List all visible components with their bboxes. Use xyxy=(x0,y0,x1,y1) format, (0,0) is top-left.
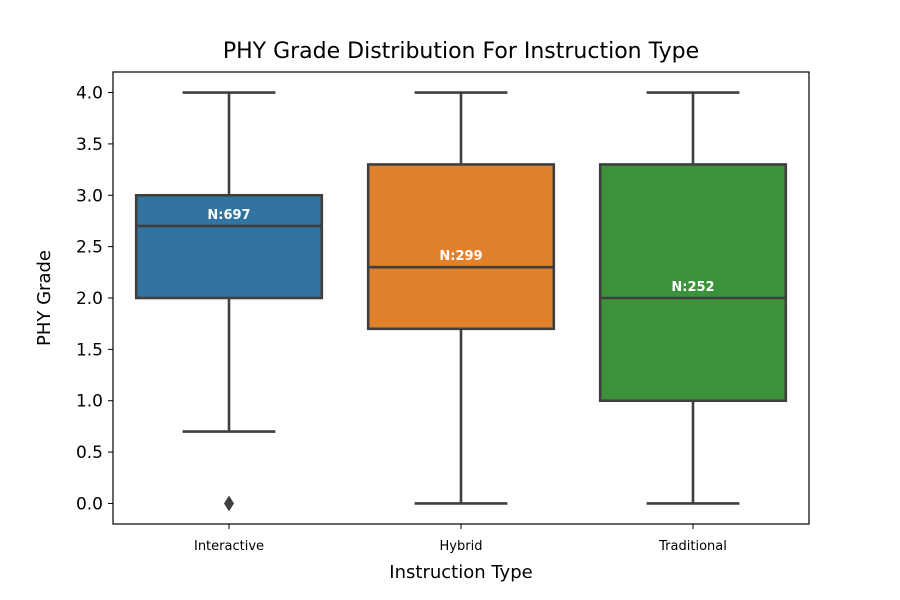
sample-size-label: N:252 xyxy=(671,280,714,295)
box-group-interactive: N:697 xyxy=(134,91,324,512)
x-tick-label: Interactive xyxy=(194,539,264,554)
iqr-box xyxy=(134,193,324,300)
x-tick-label: Traditional xyxy=(658,539,727,554)
box-group-traditional: N:252 xyxy=(598,91,788,505)
sample-size-label: N:697 xyxy=(207,208,250,223)
iqr-box xyxy=(366,163,556,331)
y-tick-label: 2.0 xyxy=(76,289,103,309)
x-axis-label: Instruction Type xyxy=(389,562,532,583)
chart-title: PHY Grade Distribution For Instruction T… xyxy=(223,39,699,64)
box-series: N:697 N:299 N:252 xyxy=(134,91,788,512)
x-axis: Interactive Hybrid Traditional xyxy=(194,524,727,554)
y-tick-label: 1.5 xyxy=(76,340,103,360)
y-tick-label: 4.0 xyxy=(76,84,103,104)
sample-size-label: N:299 xyxy=(439,249,482,264)
y-tick-label: 2.5 xyxy=(76,238,103,258)
y-tick-label: 3.0 xyxy=(76,186,103,206)
box-group-hybrid: N:299 xyxy=(366,91,556,505)
y-axis: 0.0 0.5 1.0 1.5 2.0 2.5 3.0 3.5 4.0 xyxy=(76,84,113,514)
iqr-box xyxy=(598,163,788,403)
y-tick-label: 0.5 xyxy=(76,443,103,463)
y-tick-label: 1.0 xyxy=(76,392,103,412)
outlier-marker xyxy=(224,495,234,512)
y-tick-label: 0.0 xyxy=(76,494,103,514)
y-axis-label: PHY Grade xyxy=(34,250,55,346)
x-tick-label: Hybrid xyxy=(440,539,483,554)
y-tick-label: 3.5 xyxy=(76,135,103,155)
